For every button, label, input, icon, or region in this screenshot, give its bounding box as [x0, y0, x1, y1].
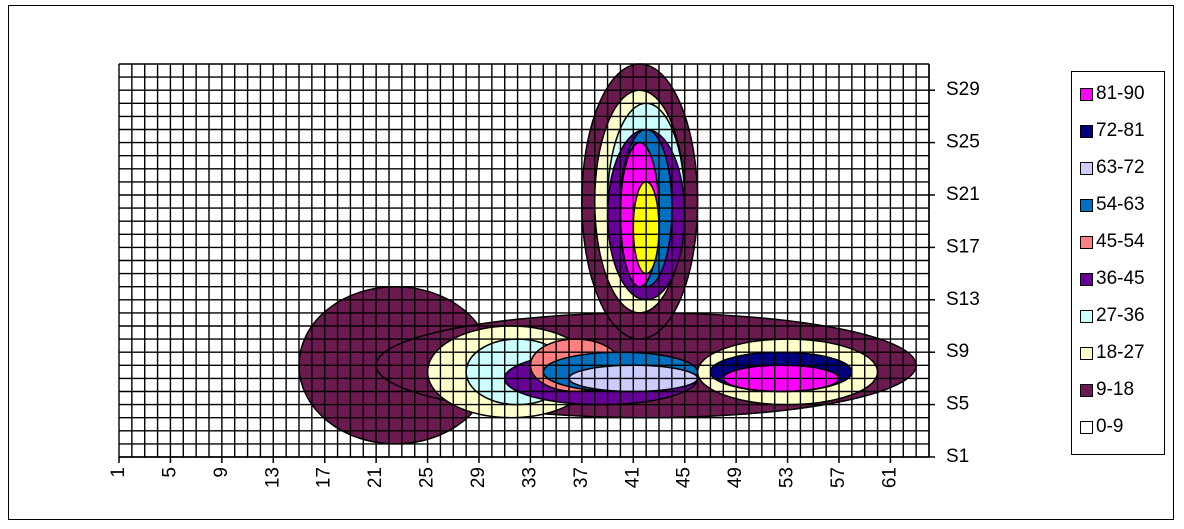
- legend-swatch: [1080, 87, 1093, 101]
- x-tick-label: 57: [828, 467, 849, 488]
- x-tick-label: 37: [571, 467, 592, 488]
- legend-swatch: [1080, 161, 1093, 175]
- legend-label: 18-27: [1096, 342, 1145, 363]
- x-tick-label: 9: [211, 467, 232, 478]
- legend-item-45-54: 45-54: [1080, 231, 1145, 253]
- x-tick-label: 29: [468, 467, 489, 488]
- x-tick-label: 49: [725, 467, 746, 488]
- legend-item-27-36: 27-36: [1080, 305, 1145, 327]
- x-tick-label: 21: [365, 467, 386, 488]
- legend-item-36-45: 36-45: [1080, 268, 1145, 290]
- legend-item-81-90: 81-90: [1080, 83, 1145, 105]
- legend-label: 45-54: [1096, 231, 1145, 252]
- x-tick-label: 1: [108, 467, 129, 478]
- legend-item-18-27: 18-27: [1080, 342, 1145, 364]
- legend-swatch: [1080, 309, 1093, 323]
- y-tick-label: S21: [946, 184, 980, 205]
- legend-item-9-18: 9-18: [1080, 379, 1134, 401]
- legend-label: 0-9: [1096, 416, 1124, 437]
- legend-label: 72-81: [1096, 120, 1145, 141]
- legend-label: 81-90: [1096, 83, 1145, 104]
- legend-item-63-72: 63-72: [1080, 157, 1145, 179]
- legend-item-72-81: 72-81: [1080, 120, 1145, 142]
- legend-swatch: [1080, 346, 1093, 360]
- x-tick-label: 5: [159, 467, 180, 478]
- x-tick-label: 61: [879, 467, 900, 488]
- x-tick-label: 45: [674, 467, 695, 488]
- legend-swatch: [1080, 235, 1093, 249]
- x-tick-label: 17: [314, 467, 335, 488]
- legend: 81-90 72-81 63-72 54-63 45-54 36-45 27-3…: [1071, 71, 1165, 455]
- y-tick-label: S25: [946, 132, 980, 153]
- y-tick-label: S17: [946, 236, 980, 257]
- y-tick-label: S13: [946, 289, 980, 310]
- legend-label: 54-63: [1096, 194, 1145, 215]
- legend-item-0-9: 0-9: [1080, 416, 1123, 438]
- y-tick-label: S29: [946, 79, 980, 100]
- legend-label: 27-36: [1096, 305, 1145, 326]
- legend-swatch: [1080, 420, 1093, 434]
- x-tick-label: 33: [519, 467, 540, 488]
- x-tick-label: 25: [417, 467, 438, 488]
- legend-swatch: [1080, 272, 1093, 286]
- x-tick-label: 41: [622, 467, 643, 488]
- legend-swatch: [1080, 198, 1093, 212]
- x-tick-label: 13: [262, 467, 283, 488]
- y-tick-label: S5: [946, 394, 969, 415]
- legend-swatch: [1080, 124, 1093, 138]
- legend-label: 36-45: [1096, 268, 1145, 289]
- legend-item-54-63: 54-63: [1080, 194, 1145, 216]
- legend-label: 9-18: [1096, 379, 1135, 400]
- y-tick-label: S9: [946, 341, 969, 362]
- y-tick-label: S1: [946, 446, 969, 467]
- x-tick-label: 53: [777, 467, 798, 488]
- legend-swatch: [1080, 383, 1093, 397]
- legend-label: 63-72: [1096, 157, 1145, 178]
